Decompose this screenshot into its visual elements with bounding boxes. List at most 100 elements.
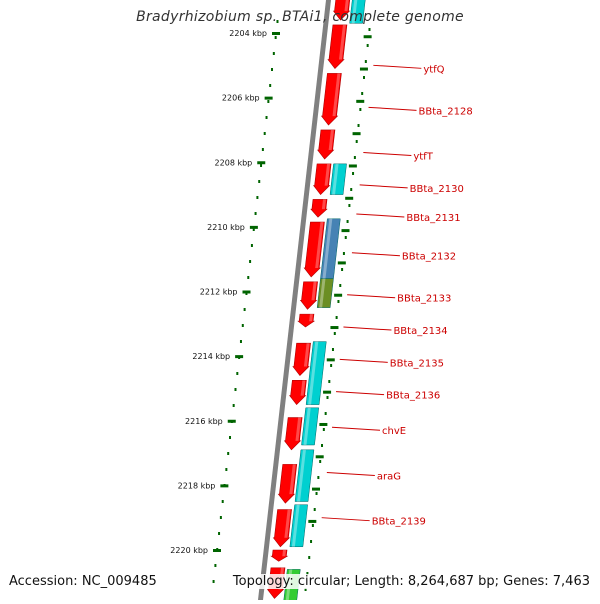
topology-text: Topology: circular; Length: 8,264,687 bp…	[232, 574, 590, 589]
gene-label: BBta_2131	[406, 213, 460, 224]
reverse-track-tick	[319, 422, 328, 426]
reverse-track-dot	[355, 140, 358, 143]
reverse-gene-highlight	[297, 449, 306, 502]
ruler-dot	[218, 532, 221, 535]
ruler-tick	[264, 96, 273, 100]
ruler-dot	[219, 516, 222, 519]
reverse-gene-highlight	[332, 163, 339, 195]
reverse-track-dot	[331, 348, 334, 351]
reverse-gene-bar	[329, 163, 347, 195]
reverse-track-dot	[350, 188, 353, 191]
reverse-track-tick	[352, 132, 361, 136]
ruler-dot	[252, 228, 255, 231]
ruler-dot	[274, 36, 277, 39]
gene-label: ytfT	[413, 152, 433, 163]
forward-gene-highlight	[344, 0, 349, 12]
ruler-dot	[241, 324, 244, 327]
ruler-dot	[272, 52, 275, 55]
ruler-tick-label: 2218 kbp	[178, 481, 216, 490]
ruler-tick	[227, 419, 236, 423]
reverse-track-dot	[306, 572, 309, 575]
forward-gene-highlight	[309, 314, 313, 322]
ruler-tick-label: 2212 kbp	[200, 288, 238, 297]
reverse-track-dot	[364, 60, 367, 63]
ruler-dot	[212, 580, 215, 583]
gene-label-leader	[359, 184, 408, 189]
reverse-track-dot	[366, 44, 369, 47]
ruler-dot	[256, 196, 259, 199]
reverse-track-tick	[315, 455, 324, 459]
forward-gene-highlight	[284, 509, 291, 538]
gene-label-leader	[343, 326, 392, 331]
reverse-track-dot	[321, 444, 324, 447]
forward-gene-highlight	[321, 199, 327, 210]
gene-label-leader	[336, 391, 385, 396]
forward-gene-highlight	[282, 550, 286, 557]
forward-gene-highlight	[328, 129, 334, 151]
reverse-track-dot	[337, 300, 340, 303]
reverse-gene-highlight	[351, 0, 358, 24]
reverse-track-dot	[341, 268, 344, 271]
reverse-track-dot	[342, 252, 345, 255]
reverse-gene-bar	[289, 504, 308, 548]
gene-label-leader	[321, 517, 370, 522]
ruler-tick-label: 2214 kbp	[192, 352, 230, 361]
ruler-tick-label: 2206 kbp	[222, 94, 260, 103]
ruler-dot	[221, 500, 224, 503]
ruler-dot	[232, 404, 235, 407]
ruler-dot	[258, 180, 261, 183]
forward-gene-highlight	[332, 73, 341, 117]
gene-label-leader	[351, 252, 400, 257]
reverse-track-tick	[359, 67, 368, 71]
reverse-track-dot	[326, 396, 329, 399]
reverse-track-tick	[348, 164, 357, 168]
reverse-track-tick	[330, 326, 339, 330]
reverse-track-dot	[368, 28, 371, 31]
ruler-tick-label: 2204 kbp	[229, 29, 267, 38]
reverse-track-tick	[326, 358, 335, 362]
gene-label-leader	[331, 426, 381, 431]
ruler-dot	[271, 68, 274, 71]
reverse-gene-highlight	[291, 504, 300, 547]
reverse-track-tick	[312, 487, 321, 491]
ruler-dot	[229, 436, 232, 439]
ruler-dot	[234, 388, 237, 391]
gene-label: BBta_2134	[393, 326, 447, 337]
ruler-dot	[227, 452, 230, 455]
chromosome-backbone	[258, 0, 331, 600]
ruler-tick	[249, 225, 258, 229]
reverse-track-dot	[304, 588, 307, 591]
reverse-gene-bar	[294, 449, 315, 502]
ruler-tick-label: 2210 kbp	[207, 223, 245, 232]
reverse-track-dot	[322, 428, 325, 431]
forward-gene-highlight	[303, 343, 310, 367]
forward-gene-highlight	[338, 24, 346, 60]
reverse-track-dot	[363, 76, 366, 79]
reverse-track-dot	[335, 316, 338, 319]
gene-label: araG	[377, 471, 401, 482]
reverse-track-dot	[324, 412, 327, 415]
ruler-dot	[265, 116, 268, 119]
reverse-gene-highlight	[303, 407, 311, 445]
reverse-track-dot	[361, 92, 364, 95]
gene-label: BBta_2135	[390, 358, 444, 369]
reverse-track-tick	[334, 293, 343, 297]
ruler-dot	[243, 308, 246, 311]
ruler-tick-label: 2216 kbp	[185, 417, 223, 426]
ruler-dot	[254, 212, 257, 215]
forward-gene-highlight	[289, 464, 296, 495]
ruler-tick	[220, 484, 229, 488]
ruler-tick	[235, 355, 244, 359]
ruler-dot	[214, 564, 217, 567]
reverse-track-dot	[357, 124, 360, 127]
gene-label-leader	[373, 64, 422, 69]
gene-label: ytfQ	[423, 64, 444, 75]
ruler-dot	[239, 340, 242, 343]
reverse-track-dot	[311, 524, 314, 527]
ruler-dot	[247, 276, 250, 279]
reverse-gene-bar	[305, 341, 327, 405]
gene-label-leader	[356, 213, 405, 218]
ruler-dot	[269, 84, 272, 87]
